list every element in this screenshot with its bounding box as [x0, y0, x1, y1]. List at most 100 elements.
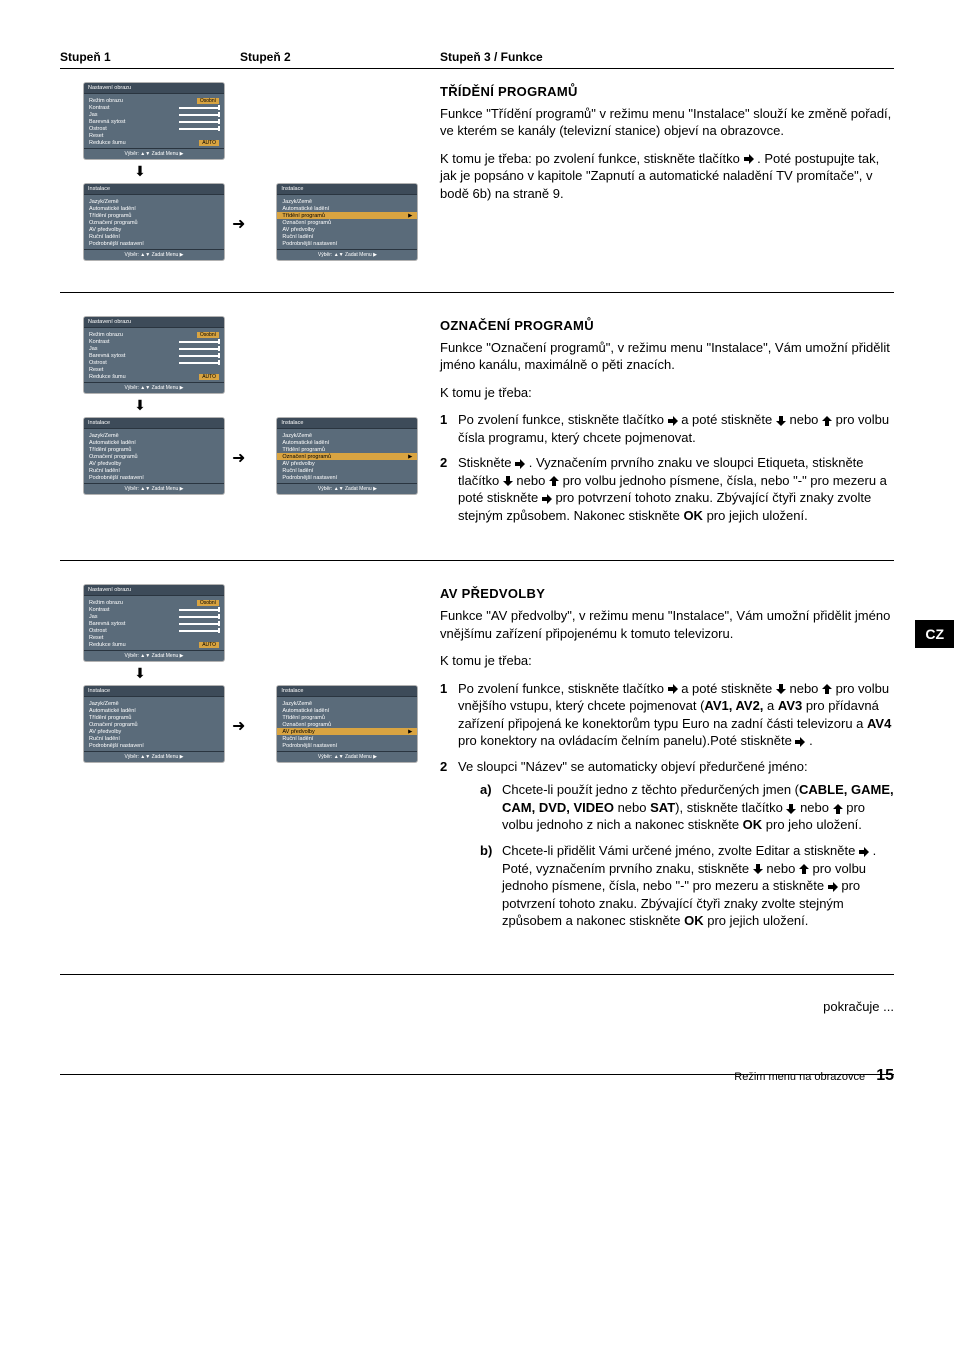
panel-row: Třídění programů▶ [277, 212, 417, 219]
text-col: AV PŘEDVOLBY Funkce "AV předvolby", v re… [440, 585, 894, 945]
panel-row: Ruční ladění [282, 735, 412, 742]
panel-row: Režim obrazuOsobní [89, 331, 219, 338]
panel-row: Reset [89, 634, 219, 641]
arrow-down-icon [776, 684, 786, 694]
panel-row: AV předvolby [282, 226, 412, 233]
menu-panel-picture: ◧♪⊞⊟ Nastavení obrazu Režim obrazuOsobní… [84, 317, 224, 393]
panel-row: Třídění programů [89, 714, 219, 721]
panel-row: Automatické ladění [89, 707, 219, 714]
panel-row: Jazyk/Země [89, 700, 219, 707]
header-col1: Stupeň 1 [60, 50, 240, 64]
panel-footer: Výběr: ▲▼ Zadat Menu ▶ [277, 249, 417, 260]
panel-row: Třídění programů [282, 714, 412, 721]
menu-panel-install: ◧♪⊞🧰 Instalace Jazyk/ZeměAutomatické lad… [84, 418, 224, 494]
panel-row: Třídění programů [89, 446, 219, 453]
panel-row: Barevná sytost [89, 620, 219, 627]
menu-panel-install-step2: ◧ ♪ ⊞ 🧰 Instalace Jazyk/ZeměAutomatické … [277, 184, 417, 260]
section-para: K tomu je třeba: po zvolení funkce, stis… [440, 150, 894, 203]
panel-row: Podrobnější nastavení [282, 474, 412, 481]
panel-row: Označení programů▶ [277, 453, 417, 460]
menu-panel-picture: ◧ ♪ ⊞ ⊟ Nastavení obrazu Režim obrazuOso… [84, 83, 224, 159]
text-col: TŘÍDĚNÍ PROGRAMŮ Funkce "Třídění program… [440, 83, 894, 264]
arrow-right-icon [515, 459, 525, 469]
panel-row: Podrobnější nastavení [89, 474, 219, 481]
arrow-right-icon: ➜ [232, 716, 245, 736]
arrow-right-icon [795, 737, 805, 747]
panel-row: Jas [89, 613, 219, 620]
panel-row: Ruční ladění [89, 233, 219, 240]
section-para: Funkce "AV předvolby", v režimu menu "In… [440, 607, 894, 642]
step-item: 1 Po zvolení funkce, stiskněte tlačítko … [440, 411, 894, 446]
panel-row: Jazyk/Země [282, 700, 412, 707]
menu-panel-install-step2: ◧♪⊞🧰 Instalace Jazyk/ZeměAutomatické lad… [277, 418, 417, 494]
arrow-up-icon [822, 416, 832, 426]
arrow-right-icon [859, 847, 869, 857]
panel-row: Ruční ladění [89, 735, 219, 742]
continues-note: pokračuje ... [60, 999, 894, 1014]
language-tab: CZ [915, 620, 954, 648]
panel-row: Ruční ladění [282, 467, 412, 474]
panel-row: Automatické ladění [282, 205, 412, 212]
page-number: 15 [876, 1067, 894, 1084]
diagrams-col: ◧♪⊞⊟ Nastavení obrazu Režim obrazuOsobní… [60, 585, 440, 945]
header-col2: Stupeň 2 [240, 50, 440, 64]
arrow-up-icon [549, 476, 559, 486]
panel-row: Kontrast [89, 338, 219, 345]
panel-row: Ruční ladění [89, 467, 219, 474]
panel-row: Ostrost [89, 359, 219, 366]
arrow-down-icon [776, 416, 786, 426]
panel-row: Režim obrazuOsobní [89, 97, 219, 104]
section-title: TŘÍDĚNÍ PROGRAMŮ [440, 83, 894, 101]
panel-row: Reset [89, 366, 219, 373]
panel-row: Reset [89, 132, 219, 139]
diagrams-col: ◧♪⊞⊟ Nastavení obrazu Režim obrazuOsobní… [60, 317, 440, 532]
arrow-right-icon [744, 154, 754, 164]
panel-row: Automatické ladění [282, 439, 412, 446]
arrow-right-icon: ➜ [232, 214, 245, 234]
panel-row: Barevná sytost [89, 118, 219, 125]
panel-row: Podrobnější nastavení [282, 742, 412, 749]
panel-row: Automatické ladění [282, 707, 412, 714]
arrow-right-icon [828, 882, 838, 892]
panel-row: Označení programů [282, 219, 412, 226]
arrow-right-icon [668, 684, 678, 694]
panel-row: Barevná sytost [89, 352, 219, 359]
panel-row: AV předvolby [282, 460, 412, 467]
panel-title: Instalace [277, 184, 417, 195]
panel-row: Jazyk/Země [282, 432, 412, 439]
panel-row: Jazyk/Země [89, 198, 219, 205]
panel-row: Podrobnější nastavení [89, 240, 219, 247]
panel-row: Třídění programů [282, 446, 412, 453]
panel-row: Redukce šumuAUTO [89, 373, 219, 380]
arrow-right-icon: ➜ [232, 448, 245, 468]
column-headers: Stupeň 1 Stupeň 2 Stupeň 3 / Funkce [60, 50, 894, 69]
arrow-up-icon [799, 864, 809, 874]
panel-footer: Výběr: ▲▼ Zadat Menu ▶ [84, 148, 224, 159]
page-footer: Režim menu na obrazovce 15 [734, 1067, 894, 1085]
arrow-down-icon [786, 804, 796, 814]
panel-row: AV předvolby [89, 226, 219, 233]
diagrams-col: ◧ ♪ ⊞ ⊟ Nastavení obrazu Režim obrazuOso… [60, 83, 440, 264]
panel-row: Jas [89, 345, 219, 352]
arrow-down-icon [753, 864, 763, 874]
panel-row: Jas [89, 111, 219, 118]
steps-intro: K tomu je třeba: [440, 652, 894, 670]
steps-intro: K tomu je třeba: [440, 384, 894, 402]
arrow-down-icon [503, 476, 513, 486]
panel-title: Nastavení obrazu [84, 83, 224, 94]
menu-panel-install: ◧ ♪ ⊞ 🧰 Instalace Jazyk/ZeměAutomatické … [84, 184, 224, 260]
panel-row: Automatické ladění [89, 205, 219, 212]
panel-title: Instalace [84, 184, 224, 195]
panel-row: Podrobnější nastavení [89, 742, 219, 749]
arrow-down-icon: ⬇ [130, 163, 150, 180]
panel-row: AV předvolby [89, 728, 219, 735]
panel-row: Jazyk/Země [89, 432, 219, 439]
panel-row: Režim obrazuOsobní [89, 599, 219, 606]
arrow-right-icon [668, 416, 678, 426]
menu-panel-picture: ◧♪⊞⊟ Nastavení obrazu Režim obrazuOsobní… [84, 585, 224, 661]
panel-row: Označení programů [89, 219, 219, 226]
panel-row: Automatické ladění [89, 439, 219, 446]
footer-label: Režim menu na obrazovce [734, 1071, 865, 1083]
arrow-right-icon [542, 494, 552, 504]
arrow-down-icon: ⬇ [130, 665, 150, 682]
